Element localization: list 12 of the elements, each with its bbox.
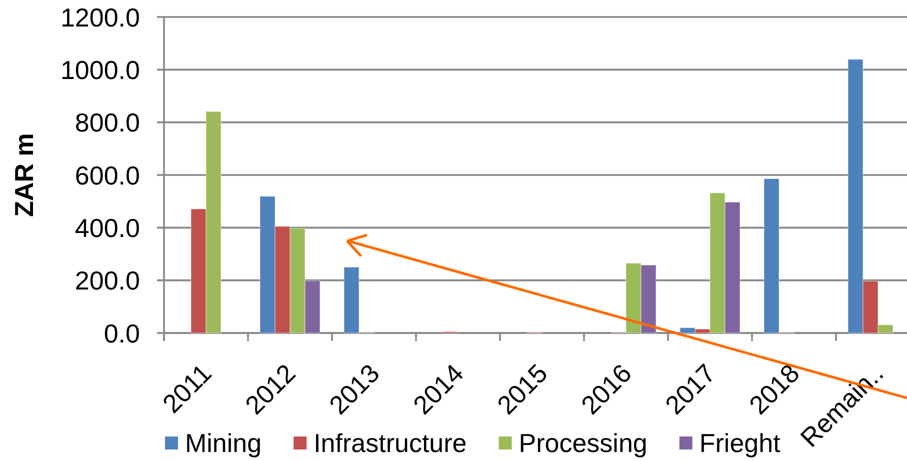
y-axis-title: ZAR m <box>9 133 39 217</box>
y-tick-label: 400.0 <box>74 212 140 243</box>
y-tick-label: 1000.0 <box>60 54 140 85</box>
y-tick-label: 800.0 <box>74 108 140 138</box>
legend-label: Frieght <box>699 428 782 458</box>
y-tick-label: 0.0 <box>104 318 140 348</box>
y-tick-label: 600.0 <box>74 160 140 190</box>
legend-label: Infrastructure <box>314 428 467 458</box>
y-tick-label: 1200.0 <box>60 2 140 32</box>
y-tick-label: 200.0 <box>74 266 140 296</box>
legend-label: Mining <box>185 428 262 458</box>
legend-label: Processing <box>518 428 648 458</box>
